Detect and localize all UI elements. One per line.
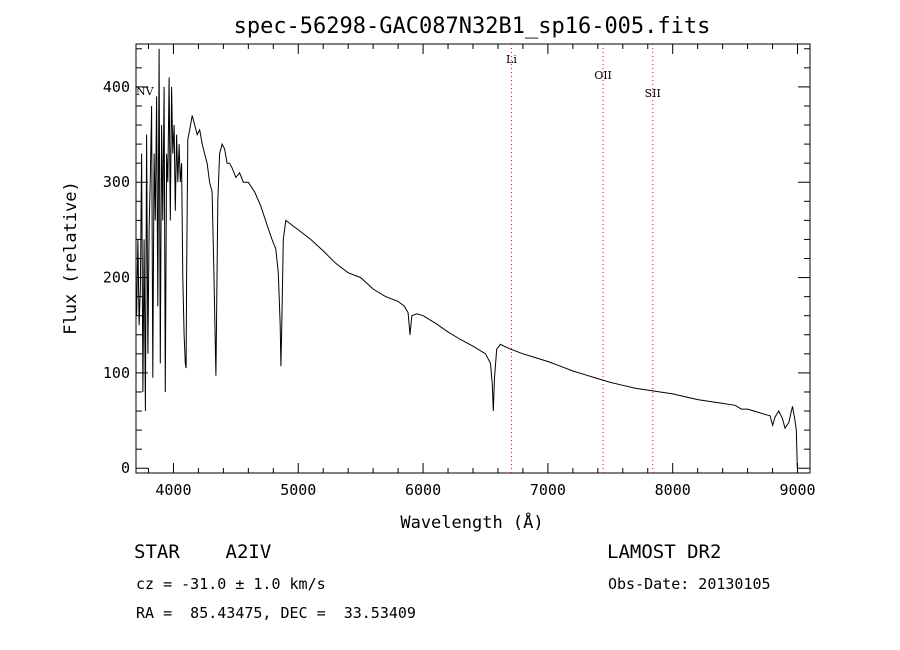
spectral-line-label: Li — [506, 53, 517, 66]
survey-name: LAMOST DR2 — [607, 541, 722, 563]
chart-title: spec-56298-GAC087N32B1_sp16-005.fits — [234, 14, 711, 39]
y-tick-label: 100 — [103, 364, 130, 382]
x-tick-label: 6000 — [405, 481, 441, 499]
spectral-line-label: OII — [594, 69, 612, 82]
x-axis: 4000 5000 6000 7000 8000 9000 — [147, 44, 816, 499]
y-tick-label: 0 — [121, 459, 130, 477]
x-tick-label: 4000 — [155, 481, 191, 499]
spectral-line-label: SII — [645, 87, 661, 100]
x-tick-label: 5000 — [280, 481, 316, 499]
spectral-reference-lines: NV Li OII SII — [136, 44, 661, 473]
redshift-cz: cz = -31.0 ± 1.0 km/s — [136, 575, 326, 593]
star-classification: STAR A2IV — [134, 541, 272, 563]
y-tick-label: 400 — [103, 78, 130, 96]
y-axis-label: Flux (relative) — [61, 181, 81, 335]
x-tick-label: 8000 — [655, 481, 691, 499]
obs-date: Obs-Date: 20130105 — [608, 575, 771, 593]
x-tick-label: 9000 — [779, 481, 815, 499]
y-tick-label: 200 — [103, 269, 130, 287]
plot-frame — [135, 43, 811, 474]
y-tick-label: 300 — [103, 173, 130, 191]
spectral-line-label: NV — [136, 85, 155, 98]
x-tick-label: 7000 — [530, 481, 566, 499]
ra-dec: RA = 85.43475, DEC = 33.53409 — [136, 604, 416, 622]
x-axis-label: Wavelength (Å) — [400, 511, 543, 533]
spectrum-line — [136, 48, 798, 469]
y-axis: 0 100 200 300 400 — [103, 48, 810, 477]
